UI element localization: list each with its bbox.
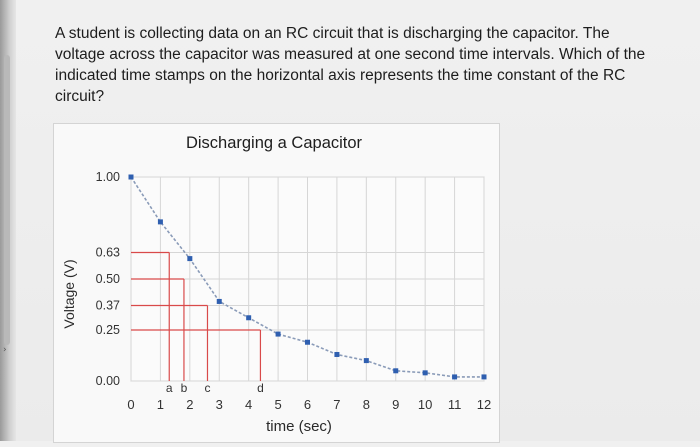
point-layer <box>128 174 487 380</box>
x-tick-label: 2 <box>186 397 193 412</box>
data-point <box>422 370 428 376</box>
x-tick-label: 6 <box>304 397 311 412</box>
data-point <box>246 315 252 321</box>
marker-label-c: c <box>204 381 210 395</box>
x-tick-label: 7 <box>333 397 340 412</box>
chart-panel: Discharging a Capacitor Voltage (V) time… <box>53 123 500 443</box>
x-tick-label: 11 <box>448 397 462 412</box>
discharge-chart: Discharging a Capacitor Voltage (V) time… <box>61 134 492 435</box>
x-tick-label: 12 <box>477 397 491 412</box>
data-point <box>216 298 222 304</box>
question-text: A student is collecting data on an RC ci… <box>55 25 646 105</box>
x-tick-label: 10 <box>418 397 432 412</box>
data-point <box>393 368 399 374</box>
tick-layer: 1.000.630.500.370.250.000 1 2 3 4 5 6 7 8 9 10 11 12 <box>96 170 492 412</box>
data-point <box>275 331 281 337</box>
x-tick-label: 3 <box>216 397 223 412</box>
marker-label-d: d <box>257 381 264 395</box>
x-tick-label: 1 <box>157 397 164 412</box>
y-tick-label: 0.25 <box>96 323 120 337</box>
y-tick-label: 0.37 <box>96 299 120 313</box>
data-point <box>452 374 458 380</box>
scrollbar-thumb[interactable] <box>4 55 10 345</box>
data-point <box>305 339 310 345</box>
marker-label-a: a <box>166 381 173 395</box>
x-tick-label: 9 <box>392 397 399 412</box>
data-point <box>157 219 163 225</box>
x-tick-label: 5 <box>274 397 281 412</box>
data-point <box>363 358 369 364</box>
data-point <box>334 351 340 357</box>
chevron-right-icon[interactable]: › <box>3 345 7 355</box>
x-tick-label: 4 <box>245 397 252 412</box>
y-tick-label: 0.63 <box>96 245 120 259</box>
data-point <box>481 374 487 380</box>
x-tick-label: 0 <box>127 397 134 412</box>
y-tick-label: 0.00 <box>96 374 120 388</box>
y-axis-title: Voltage (V) <box>61 259 77 328</box>
y-tick-label: 0.50 <box>96 272 120 286</box>
marker-label-b: b <box>181 381 188 395</box>
data-point <box>187 256 193 262</box>
chart-title: Discharging a Capacitor <box>186 134 363 152</box>
grid-layer <box>130 176 485 382</box>
left-scroll-strip[interactable]: › <box>0 0 16 441</box>
data-point <box>128 174 134 180</box>
x-tick-label: 8 <box>363 397 370 412</box>
x-axis-title: time (sec) <box>266 418 332 435</box>
y-tick-label: 1.00 <box>96 170 120 184</box>
